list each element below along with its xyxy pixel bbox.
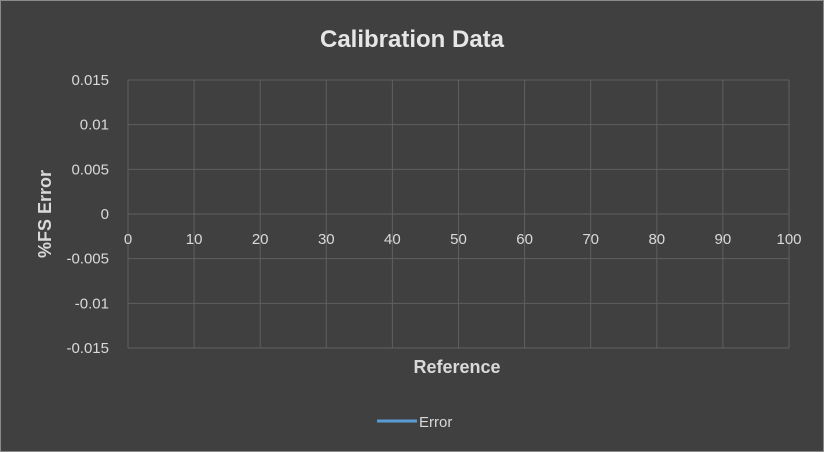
y-tick-label: -0.01 <box>75 295 109 312</box>
y-axis-tick-labels: 0.015 0.01 0.005 0 -0.005 -0.01 -0.015 <box>66 72 109 357</box>
x-tick-label: 40 <box>384 231 401 248</box>
series-lines <box>126 123 791 305</box>
y-tick-label: -0.015 <box>66 340 109 357</box>
chart-title: Calibration Data <box>320 26 505 53</box>
x-tick-label: 30 <box>318 231 335 248</box>
x-tick-label: 90 <box>715 231 732 248</box>
y-tick-label: 0.015 <box>71 72 109 89</box>
y-tick-label: -0.005 <box>66 251 109 268</box>
x-tick-label: 100 <box>776 231 801 248</box>
legend-label-error: Error <box>419 414 452 431</box>
x-axis-tick-labels: 0 10 20 30 40 50 60 70 80 90 100 <box>124 231 802 248</box>
x-tick-label: 20 <box>252 231 269 248</box>
y-tick-label: 0.005 <box>71 161 109 178</box>
x-tick-label: 10 <box>186 231 203 248</box>
y-axis-title: %FS Error <box>35 170 55 258</box>
x-tick-label: 0 <box>124 231 132 248</box>
x-tick-label: 70 <box>582 231 599 248</box>
x-tick-label: 60 <box>516 231 533 248</box>
y-tick-label: 0 <box>101 206 109 223</box>
y-tick-label: 0.01 <box>80 117 109 134</box>
x-tick-label: 80 <box>648 231 665 248</box>
legend: Error <box>377 414 452 431</box>
x-axis-title: Reference <box>413 357 500 377</box>
x-tick-label: 50 <box>450 231 467 248</box>
